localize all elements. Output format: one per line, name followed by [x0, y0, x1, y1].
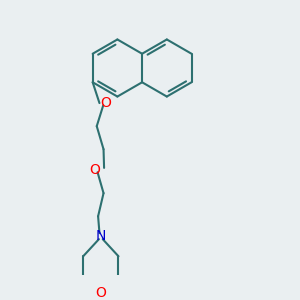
Text: O: O — [89, 163, 100, 177]
Text: O: O — [100, 96, 111, 110]
Text: O: O — [95, 286, 106, 300]
Text: N: N — [96, 229, 106, 243]
